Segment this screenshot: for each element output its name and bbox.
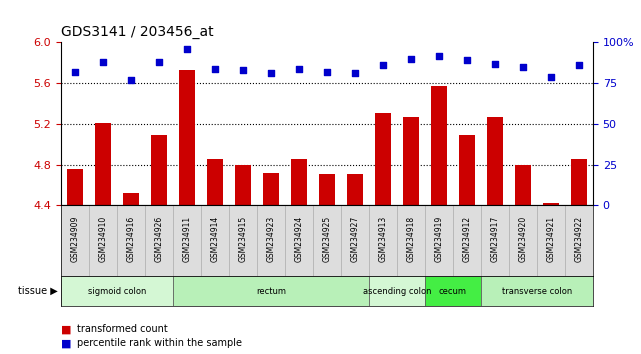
- Text: GSM234915: GSM234915: [238, 216, 247, 262]
- Text: GSM234913: GSM234913: [378, 216, 387, 262]
- Text: GSM234926: GSM234926: [154, 216, 163, 262]
- Text: GSM234917: GSM234917: [490, 216, 499, 262]
- Text: GSM234925: GSM234925: [322, 216, 331, 262]
- Bar: [543, 203, 558, 205]
- Bar: [291, 159, 306, 205]
- Point: [462, 58, 472, 63]
- Bar: [509, 205, 537, 276]
- Point: [322, 69, 332, 75]
- Point: [574, 62, 584, 68]
- Point: [266, 70, 276, 76]
- Text: GSM234912: GSM234912: [462, 216, 471, 262]
- Bar: [313, 205, 341, 276]
- Bar: [425, 205, 453, 276]
- Text: GSM234927: GSM234927: [351, 216, 360, 262]
- Bar: [117, 205, 145, 276]
- Bar: [459, 135, 474, 205]
- Text: GSM234918: GSM234918: [406, 216, 415, 262]
- Bar: [263, 173, 279, 205]
- Point: [378, 62, 388, 68]
- Bar: [67, 169, 83, 205]
- Bar: [89, 205, 117, 276]
- Text: ■: ■: [61, 338, 71, 348]
- Bar: [565, 205, 593, 276]
- Bar: [481, 276, 593, 306]
- Bar: [487, 117, 503, 205]
- Bar: [229, 205, 257, 276]
- Text: GDS3141 / 203456_at: GDS3141 / 203456_at: [61, 25, 213, 39]
- Bar: [145, 205, 173, 276]
- Bar: [179, 70, 195, 205]
- Bar: [431, 86, 447, 205]
- Text: GSM234922: GSM234922: [574, 216, 583, 262]
- Bar: [347, 174, 363, 205]
- Bar: [571, 159, 587, 205]
- Point: [294, 66, 304, 72]
- Text: GSM234920: GSM234920: [519, 216, 528, 262]
- Bar: [319, 174, 335, 205]
- Bar: [369, 276, 425, 306]
- Bar: [151, 135, 167, 205]
- Text: GSM234914: GSM234914: [210, 216, 219, 262]
- Bar: [375, 113, 390, 205]
- Bar: [369, 205, 397, 276]
- Bar: [453, 205, 481, 276]
- Bar: [515, 165, 531, 205]
- Text: GSM234923: GSM234923: [267, 216, 276, 262]
- Bar: [207, 159, 222, 205]
- Point: [210, 66, 220, 72]
- Bar: [235, 165, 251, 205]
- Text: GSM234916: GSM234916: [126, 216, 135, 262]
- Point: [98, 59, 108, 65]
- Point: [154, 59, 164, 65]
- Point: [545, 74, 556, 80]
- Point: [126, 77, 136, 83]
- Point: [238, 67, 248, 73]
- Bar: [397, 205, 425, 276]
- Bar: [257, 205, 285, 276]
- Bar: [403, 117, 419, 205]
- Bar: [173, 276, 369, 306]
- Text: sigmoid colon: sigmoid colon: [88, 287, 146, 296]
- Text: ■: ■: [61, 324, 71, 334]
- Bar: [61, 205, 89, 276]
- Text: cecum: cecum: [439, 287, 467, 296]
- Text: rectum: rectum: [256, 287, 286, 296]
- Bar: [537, 205, 565, 276]
- Bar: [425, 276, 481, 306]
- Text: GSM234911: GSM234911: [183, 216, 192, 262]
- Text: transverse colon: transverse colon: [502, 287, 572, 296]
- Bar: [285, 205, 313, 276]
- Point: [490, 61, 500, 67]
- Text: transformed count: transformed count: [77, 324, 168, 334]
- Text: GSM234924: GSM234924: [294, 216, 303, 262]
- Point: [350, 70, 360, 76]
- Point: [406, 56, 416, 62]
- Point: [70, 69, 80, 75]
- Text: GSM234909: GSM234909: [71, 216, 79, 262]
- Bar: [481, 205, 509, 276]
- Text: GSM234910: GSM234910: [99, 216, 108, 262]
- Text: percentile rank within the sample: percentile rank within the sample: [77, 338, 242, 348]
- Text: GSM234921: GSM234921: [546, 216, 555, 262]
- Bar: [173, 205, 201, 276]
- Point: [182, 46, 192, 52]
- Bar: [341, 205, 369, 276]
- Bar: [96, 123, 111, 205]
- Text: tissue ▶: tissue ▶: [18, 286, 58, 296]
- Bar: [123, 193, 138, 205]
- Text: ascending colon: ascending colon: [363, 287, 431, 296]
- Point: [518, 64, 528, 70]
- Bar: [201, 205, 229, 276]
- Point: [434, 53, 444, 58]
- Text: GSM234919: GSM234919: [435, 216, 444, 262]
- Bar: [61, 276, 173, 306]
